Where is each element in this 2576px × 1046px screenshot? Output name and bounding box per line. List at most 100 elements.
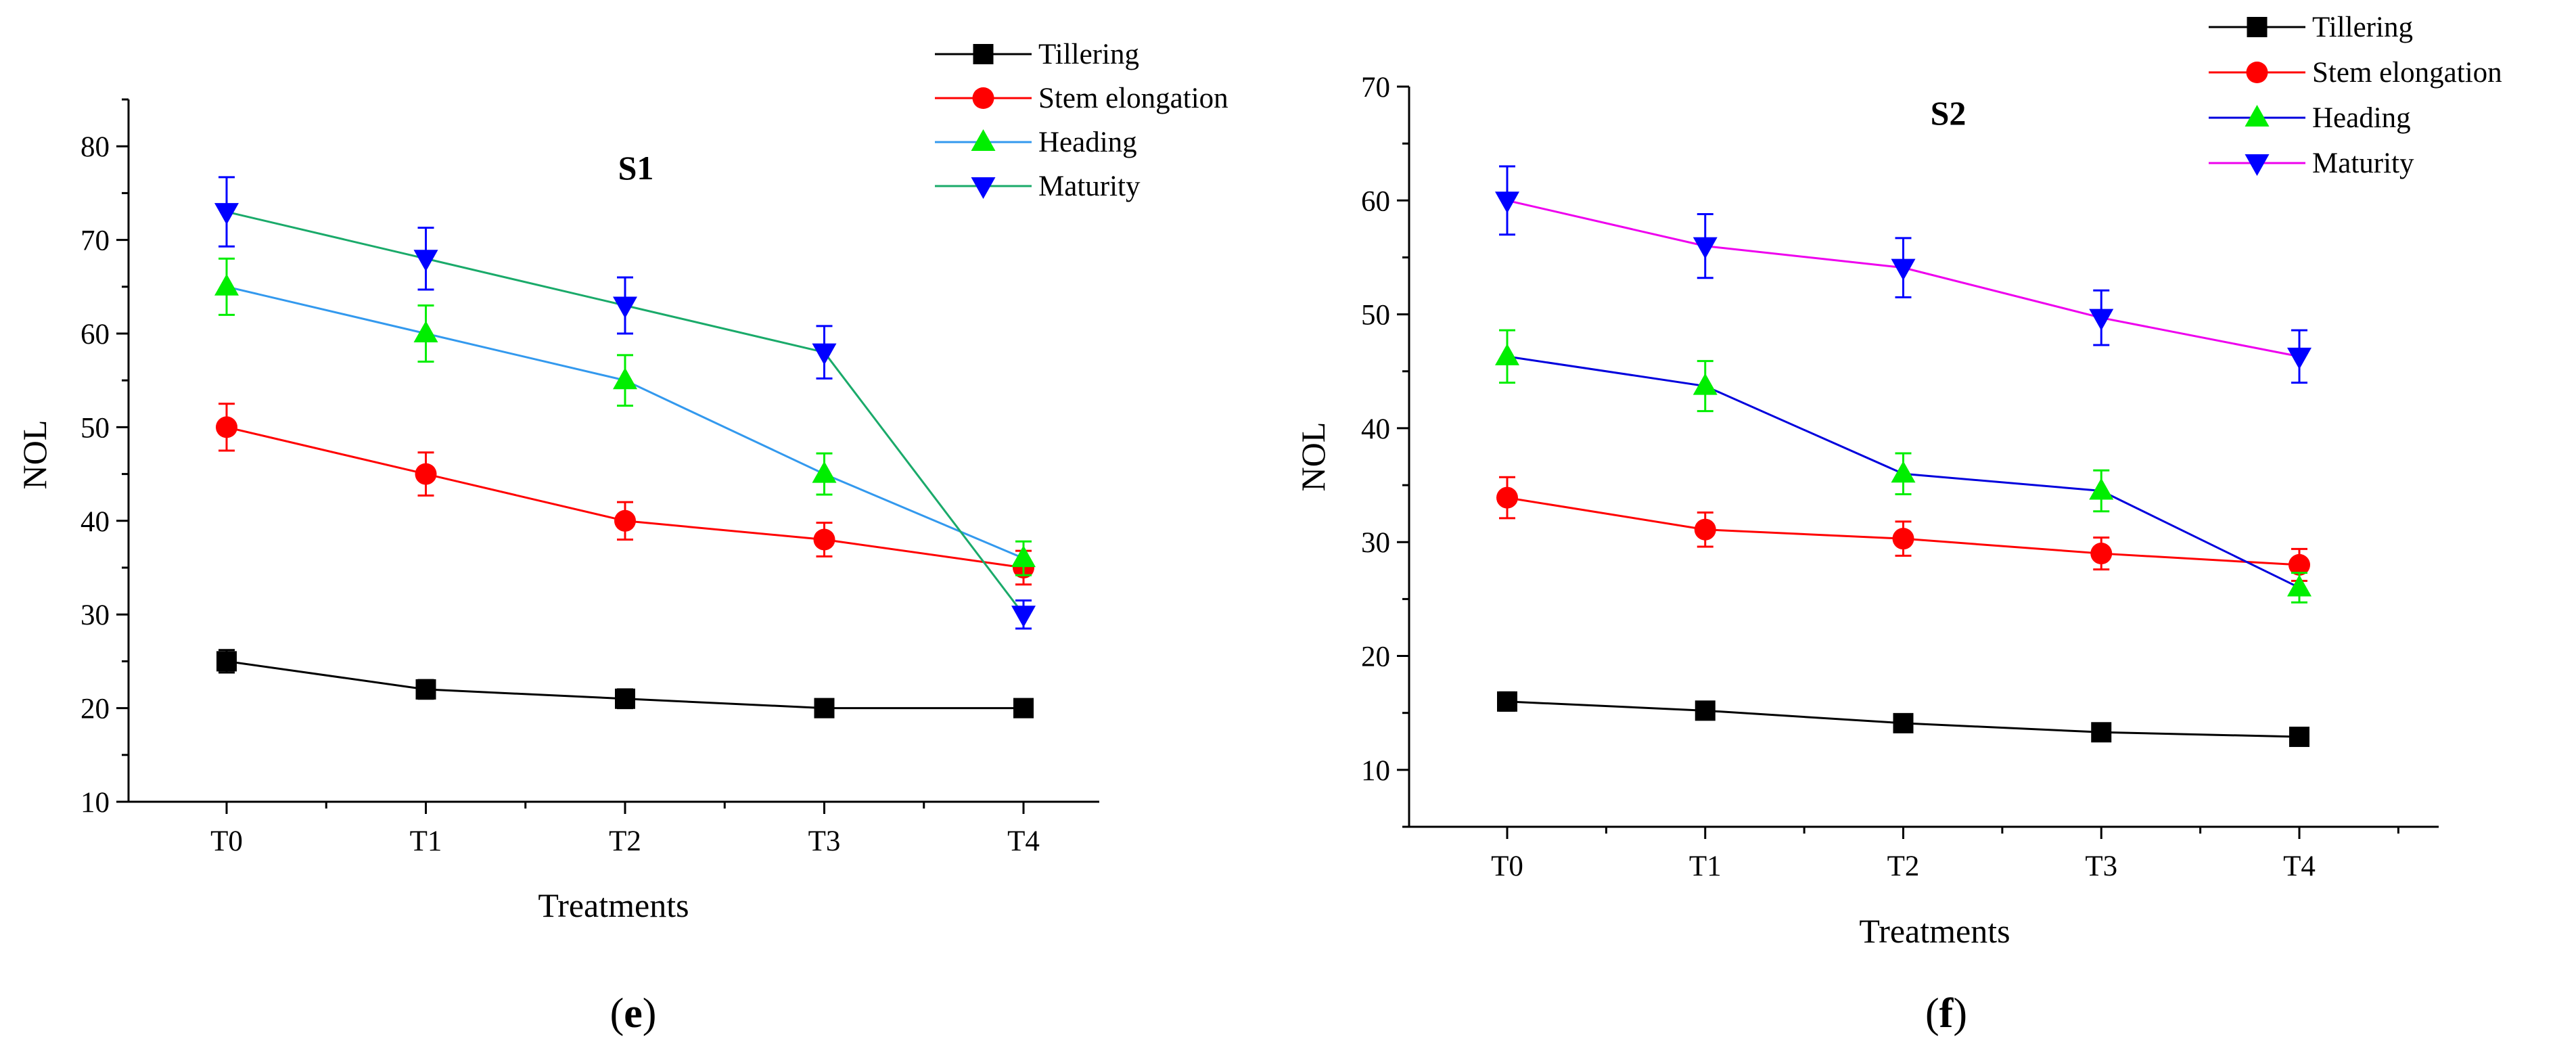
y-tick-label: 10 [80, 787, 110, 819]
data-point [614, 509, 636, 532]
data-point [1891, 258, 1916, 281]
data-point [2090, 543, 2113, 565]
y-tick-label: 40 [80, 506, 110, 538]
panel-label-close: ) [643, 991, 657, 1037]
legend-marker [2245, 105, 2270, 127]
y-tick-label: 30 [1361, 527, 1390, 559]
data-point [1495, 191, 1519, 214]
y-tick-label: 60 [80, 319, 110, 350]
data-point [2287, 347, 2312, 369]
axes-s1: 10 20 30 40 50 60 70 80 T0 T1 T2 T3 T4 [80, 98, 1099, 857]
legend-marker [2247, 17, 2268, 37]
y-tick-label: 50 [80, 412, 110, 444]
x-tick-label: T0 [210, 825, 243, 857]
data-point [216, 416, 237, 438]
data-point [1891, 461, 1916, 483]
x-axis-title: Treatments [538, 886, 689, 924]
y-tick-label: 20 [1361, 641, 1390, 673]
axes-s2: 10 20 30 40 50 60 70 T0 T1 T2 T3 T4 [1361, 72, 2439, 882]
legend-marker [2246, 62, 2268, 83]
x-axis-title: Treatments [1859, 912, 2010, 950]
y-tick-label: 80 [80, 131, 110, 163]
data-point [413, 321, 438, 342]
legend-label: Heading [1038, 127, 1137, 158]
x-tick-label: T1 [410, 825, 442, 857]
data-point [1495, 343, 1519, 365]
data-point [1695, 700, 1716, 721]
legend-marker [2245, 154, 2270, 176]
legend-label: Stem elongation [2312, 57, 2502, 89]
data-point [2089, 478, 2114, 500]
data-point [2288, 553, 2310, 576]
chart-title: S1 [618, 149, 654, 187]
data-point [613, 296, 637, 319]
panel-label-letter: e [624, 991, 643, 1037]
series-maturity [214, 176, 1036, 630]
data-point [1893, 712, 1914, 733]
y-tick-label: 30 [80, 599, 110, 631]
data-point [214, 203, 239, 225]
legend-entry-tillering: Tillering [935, 39, 1139, 70]
y-tick-label: 20 [80, 693, 110, 725]
data-point [812, 461, 837, 483]
data-point [1013, 698, 1034, 719]
legend-label: Maturity [2312, 147, 2414, 179]
x-tick-label: T3 [808, 825, 841, 857]
legend-marker [973, 44, 994, 64]
data-point [1693, 373, 1718, 395]
y-tick-label: 10 [1361, 755, 1390, 787]
data-point [615, 688, 635, 709]
series-layer-s2 [1495, 165, 2312, 748]
legend-entry-maturity: Maturity [2209, 147, 2414, 179]
data-point [1694, 518, 1716, 541]
data-point [214, 273, 239, 296]
data-point [2289, 727, 2309, 748]
x-tick-label: T4 [1007, 825, 1040, 857]
panel-label-close: ) [1953, 991, 1967, 1037]
legend-s1: Tillering Stem elongation Heading Maturity [935, 39, 1228, 202]
legend-label: Heading [2312, 102, 2411, 134]
data-point [1496, 486, 1518, 509]
y-axis-title: NOL [16, 420, 53, 490]
x-tick-label: T2 [609, 825, 641, 857]
data-point [812, 343, 837, 365]
legend-entry-tillering: Tillering [2209, 12, 2413, 43]
legend-s2: Tillering Stem elongation Heading Maturity [2209, 12, 2502, 179]
panel-label-open: ( [1925, 991, 1939, 1037]
legend-label: Stem elongation [1038, 83, 1228, 114]
panel-label: (e) [610, 991, 657, 1037]
series-stem-elongation [1496, 476, 2310, 582]
legend-entry-heading: Heading [2209, 102, 2411, 134]
data-point [814, 698, 835, 719]
series-heading [214, 257, 1036, 576]
chart-panel-s2: 10 20 30 40 50 60 70 T0 T1 T2 T3 T4 S2 Treatments N… [1294, 12, 2502, 1037]
panel-label-open: ( [610, 991, 624, 1037]
series-layer-s1 [214, 176, 1036, 719]
legend-label: Tillering [1038, 39, 1139, 70]
data-point [1011, 545, 1036, 568]
x-tick-label: T0 [1491, 850, 1523, 882]
legend-entry-stem-elongation: Stem elongation [2209, 57, 2502, 89]
legend-marker [972, 87, 994, 109]
y-tick-label: 60 [1361, 185, 1390, 217]
data-point [413, 250, 438, 272]
legend-entry-stem-elongation: Stem elongation [935, 83, 1228, 114]
y-tick-label: 70 [1361, 72, 1390, 104]
panel-label-letter: f [1939, 991, 1954, 1037]
x-tick-label: T1 [1689, 850, 1722, 882]
legend-entry-heading: Heading [935, 127, 1137, 158]
data-point [1693, 237, 1718, 259]
x-tick-label: T2 [1887, 850, 1920, 882]
data-point [2089, 309, 2114, 331]
legend-label: Tillering [2312, 12, 2413, 43]
x-tick-label: T3 [2085, 850, 2117, 882]
series-tillering [1497, 691, 2309, 748]
y-tick-label: 70 [80, 225, 110, 257]
legend-entry-maturity: Maturity [935, 170, 1141, 202]
data-point [813, 528, 835, 551]
data-point [216, 651, 237, 672]
data-point [1011, 606, 1036, 628]
chart-panel-s1: 10 20 30 40 50 60 70 80 T0 T1 T2 T3 T4 S1 Treatments… [16, 39, 1228, 1037]
series-stem-elongation [216, 403, 1034, 586]
